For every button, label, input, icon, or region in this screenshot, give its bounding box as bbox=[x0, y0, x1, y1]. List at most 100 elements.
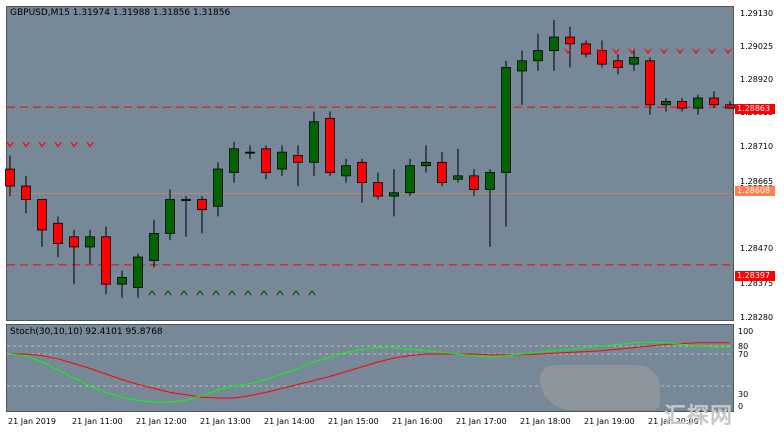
price-chart-pane[interactable] bbox=[6, 6, 734, 321]
arrow-down-icon bbox=[38, 142, 46, 148]
arrow-up-icon bbox=[308, 290, 316, 296]
arrow-down-icon bbox=[580, 48, 588, 54]
stoch-axis-label: 70 bbox=[738, 350, 749, 359]
arrow-up-icon bbox=[276, 290, 284, 296]
arrow-down-icon bbox=[676, 48, 684, 54]
arrow-down-icon bbox=[86, 142, 94, 148]
candle-body bbox=[197, 199, 207, 211]
candle-body bbox=[85, 236, 95, 248]
candle-body bbox=[101, 236, 111, 285]
candle-body bbox=[485, 172, 495, 190]
candle-body bbox=[501, 67, 511, 173]
candle-body bbox=[677, 100, 687, 109]
time-axis-label: 21 Jan 16:00 bbox=[392, 417, 443, 426]
ohlc-label: 1.31974 1.31988 1.31856 1.31856 bbox=[72, 8, 231, 18]
candle-body bbox=[629, 56, 639, 65]
candle-body bbox=[453, 175, 463, 180]
price-tag-mid: 1.28608 bbox=[735, 186, 775, 196]
candle-body bbox=[245, 151, 255, 154]
candle-body bbox=[325, 117, 335, 173]
candle-body bbox=[5, 168, 15, 187]
arrow-up-icon bbox=[244, 290, 252, 296]
time-axis-label: 21 Jan 19:00 bbox=[584, 417, 635, 426]
candle-body bbox=[341, 165, 351, 177]
candle-body bbox=[517, 60, 527, 72]
candle-body bbox=[533, 50, 543, 62]
candle-body bbox=[293, 155, 303, 163]
candle-body bbox=[149, 232, 159, 261]
stoch-signal-line bbox=[10, 342, 730, 399]
arrow-down-icon bbox=[660, 48, 668, 54]
watermark-blob bbox=[540, 365, 660, 410]
candle-body bbox=[709, 97, 719, 106]
symbol-label: GBPUSD,M15 bbox=[10, 8, 70, 18]
arrow-up-icon bbox=[180, 290, 188, 296]
arrow-down-icon bbox=[724, 48, 732, 54]
watermark-text: 汇探网 bbox=[664, 404, 734, 429]
candle-body bbox=[309, 121, 319, 163]
candle-body bbox=[725, 104, 735, 109]
price-axis-label: 1.28665 bbox=[740, 177, 774, 186]
arrow-up-icon bbox=[260, 290, 268, 296]
indicator-label: Stoch(30,10,10) 92.4101 95.8768 bbox=[10, 327, 163, 337]
arrow-down-icon bbox=[54, 142, 62, 148]
arrow-down-icon bbox=[22, 142, 30, 148]
arrow-up-icon bbox=[148, 290, 156, 296]
time-axis-label: 21 Jan 18:00 bbox=[520, 417, 571, 426]
arrow-up-icon bbox=[196, 290, 204, 296]
time-axis-label: 21 Jan 15:00 bbox=[328, 417, 379, 426]
candle-body bbox=[69, 236, 79, 248]
price-tag-upper: 1.28863 bbox=[735, 104, 775, 114]
price-axis-label: 1.28920 bbox=[740, 75, 774, 84]
stoch-axis-label: 0 bbox=[738, 402, 744, 411]
candle-body bbox=[181, 199, 191, 201]
arrow-down-icon bbox=[644, 48, 652, 54]
candle-body bbox=[421, 161, 431, 167]
arrow-down-icon bbox=[692, 48, 700, 54]
candle-body bbox=[229, 148, 239, 173]
price-axis-label: 1.28375 bbox=[740, 279, 774, 288]
arrow-down-icon bbox=[628, 48, 636, 54]
candle-body bbox=[645, 60, 655, 106]
price-tag-lower: 1.28397 bbox=[735, 271, 775, 281]
candle-body bbox=[165, 199, 175, 234]
price-axis-label: 1.29025 bbox=[740, 42, 774, 51]
arrow-up-icon bbox=[292, 290, 300, 296]
time-axis-label: 21 Jan 2019 bbox=[8, 417, 56, 426]
candle-body bbox=[469, 175, 479, 190]
stoch-axis-label: 80 bbox=[738, 342, 749, 351]
candle-body bbox=[261, 148, 271, 173]
candle-body bbox=[565, 36, 575, 45]
candle-body bbox=[661, 100, 671, 106]
candle-body bbox=[357, 161, 367, 184]
price-axis-label: 1.28280 bbox=[740, 313, 774, 322]
symbol-header: GBPUSD,M15 1.31974 1.31988 1.31856 1.318… bbox=[10, 8, 230, 18]
time-axis-label: 21 Jan 20:00 bbox=[648, 417, 699, 426]
arrow-down-icon bbox=[6, 142, 14, 148]
arrow-down-icon bbox=[708, 48, 716, 54]
arrow-down-icon bbox=[596, 48, 604, 54]
price-axis-label: 1.29130 bbox=[740, 9, 774, 18]
time-axis-label: 21 Jan 11:00 bbox=[72, 417, 123, 426]
candle-body bbox=[373, 182, 383, 197]
time-axis-label: 21 Jan 13:00 bbox=[200, 417, 251, 426]
time-axis-label: 21 Jan 12:00 bbox=[136, 417, 187, 426]
candle-body bbox=[133, 256, 143, 288]
candle-body bbox=[277, 151, 287, 170]
arrow-up-icon bbox=[164, 290, 172, 296]
candle-body bbox=[389, 192, 399, 197]
stoch-axis-label: 30 bbox=[738, 390, 749, 399]
stoch-axis-label: 100 bbox=[738, 327, 754, 336]
candle-body bbox=[437, 161, 447, 184]
arrow-up-icon bbox=[212, 290, 220, 296]
candle-body bbox=[549, 36, 559, 52]
arrow-up-icon bbox=[228, 290, 236, 296]
stoch-main-line bbox=[9, 341, 731, 403]
time-axis-label: 21 Jan 17:00 bbox=[456, 417, 507, 426]
candle-body bbox=[37, 199, 47, 231]
candle-body bbox=[117, 276, 127, 285]
arrow-down-icon bbox=[70, 142, 78, 148]
candle-body bbox=[21, 185, 31, 200]
